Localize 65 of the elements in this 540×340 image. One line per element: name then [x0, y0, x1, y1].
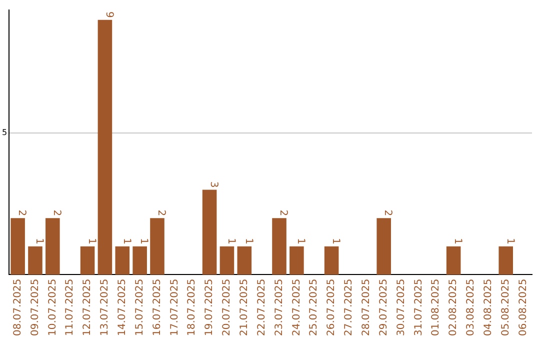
bar — [290, 246, 304, 275]
x-tick-label: 25.07.2025 — [308, 278, 320, 336]
x-tick-label: 02.08.2025 — [448, 278, 460, 336]
data-label: 3 — [208, 181, 219, 188]
x-tick-label: 08.07.2025 — [12, 278, 24, 336]
x-tick-label: 23.07.2025 — [274, 278, 285, 336]
data-label: 1 — [295, 238, 306, 244]
bar — [115, 246, 130, 275]
x-tick-label: 16.07.2025 — [152, 278, 163, 336]
x-tick-label: 11.07.2025 — [64, 278, 76, 336]
x-tick-label: 20.07.2025 — [222, 278, 233, 336]
x-tick-label: 05.08.2025 — [500, 278, 512, 336]
bar — [324, 246, 339, 275]
data-label: 2 — [16, 210, 28, 216]
data-label: 1 — [504, 238, 516, 244]
data-label: 2 — [278, 210, 289, 216]
x-tick-label: 24.07.2025 — [291, 278, 302, 336]
bar — [46, 218, 60, 275]
x-tick-label: 10.07.2025 — [47, 278, 58, 336]
x-tick-label: 13.07.2025 — [100, 278, 111, 336]
data-label: 1 — [138, 238, 150, 244]
bar — [272, 218, 286, 275]
data-label: 2 — [156, 210, 167, 216]
bar — [80, 246, 95, 275]
x-tick-label: 19.07.2025 — [204, 278, 216, 336]
x-tick-label: 26.07.2025 — [326, 278, 338, 336]
bar — [132, 246, 147, 275]
data-label: 1 — [86, 238, 97, 244]
x-tick-label: 21.07.2025 — [238, 278, 250, 336]
x-tick-label: 06.08.2025 — [518, 278, 529, 336]
data-label: 1 — [242, 238, 254, 244]
data-label: 2 — [51, 210, 62, 216]
x-tick-label: 28.07.2025 — [361, 278, 372, 336]
bar — [10, 218, 25, 275]
data-label: 9 — [103, 12, 114, 18]
bar — [98, 20, 112, 275]
x-tick-label: 03.08.2025 — [466, 278, 477, 336]
data-label: 1 — [452, 238, 463, 244]
x-tick-label: 01.08.2025 — [430, 278, 442, 336]
bar — [150, 218, 164, 275]
bar — [202, 190, 217, 275]
y-tick-label: 5 — [2, 128, 8, 138]
data-label: 2 — [382, 210, 394, 216]
x-tick-label: 09.07.2025 — [30, 278, 41, 336]
x-tick-label: 15.07.2025 — [134, 278, 146, 336]
x-tick-label: 31.07.2025 — [413, 278, 424, 336]
x-tick-label: 14.07.2025 — [116, 278, 128, 336]
bar — [376, 218, 391, 275]
x-tick-label: 04.08.2025 — [483, 278, 494, 336]
x-tick-label: 29.07.2025 — [378, 278, 390, 336]
bar — [220, 246, 234, 275]
bar — [446, 246, 461, 275]
data-label: 1 — [225, 238, 236, 244]
bar — [237, 246, 252, 275]
x-tick-label: 17.07.2025 — [169, 278, 180, 336]
data-label: 1 — [330, 238, 341, 244]
x-tick-label: 18.07.2025 — [186, 278, 198, 336]
x-tick-label: 27.07.2025 — [344, 278, 355, 336]
x-tick-label: 30.07.2025 — [396, 278, 407, 336]
x-tick-label: 22.07.2025 — [256, 278, 268, 336]
x-tick-label: 12.07.2025 — [82, 278, 94, 336]
data-label: 1 — [120, 238, 132, 244]
data-label: 1 — [34, 238, 45, 244]
bar — [498, 246, 513, 275]
bar — [28, 246, 42, 275]
